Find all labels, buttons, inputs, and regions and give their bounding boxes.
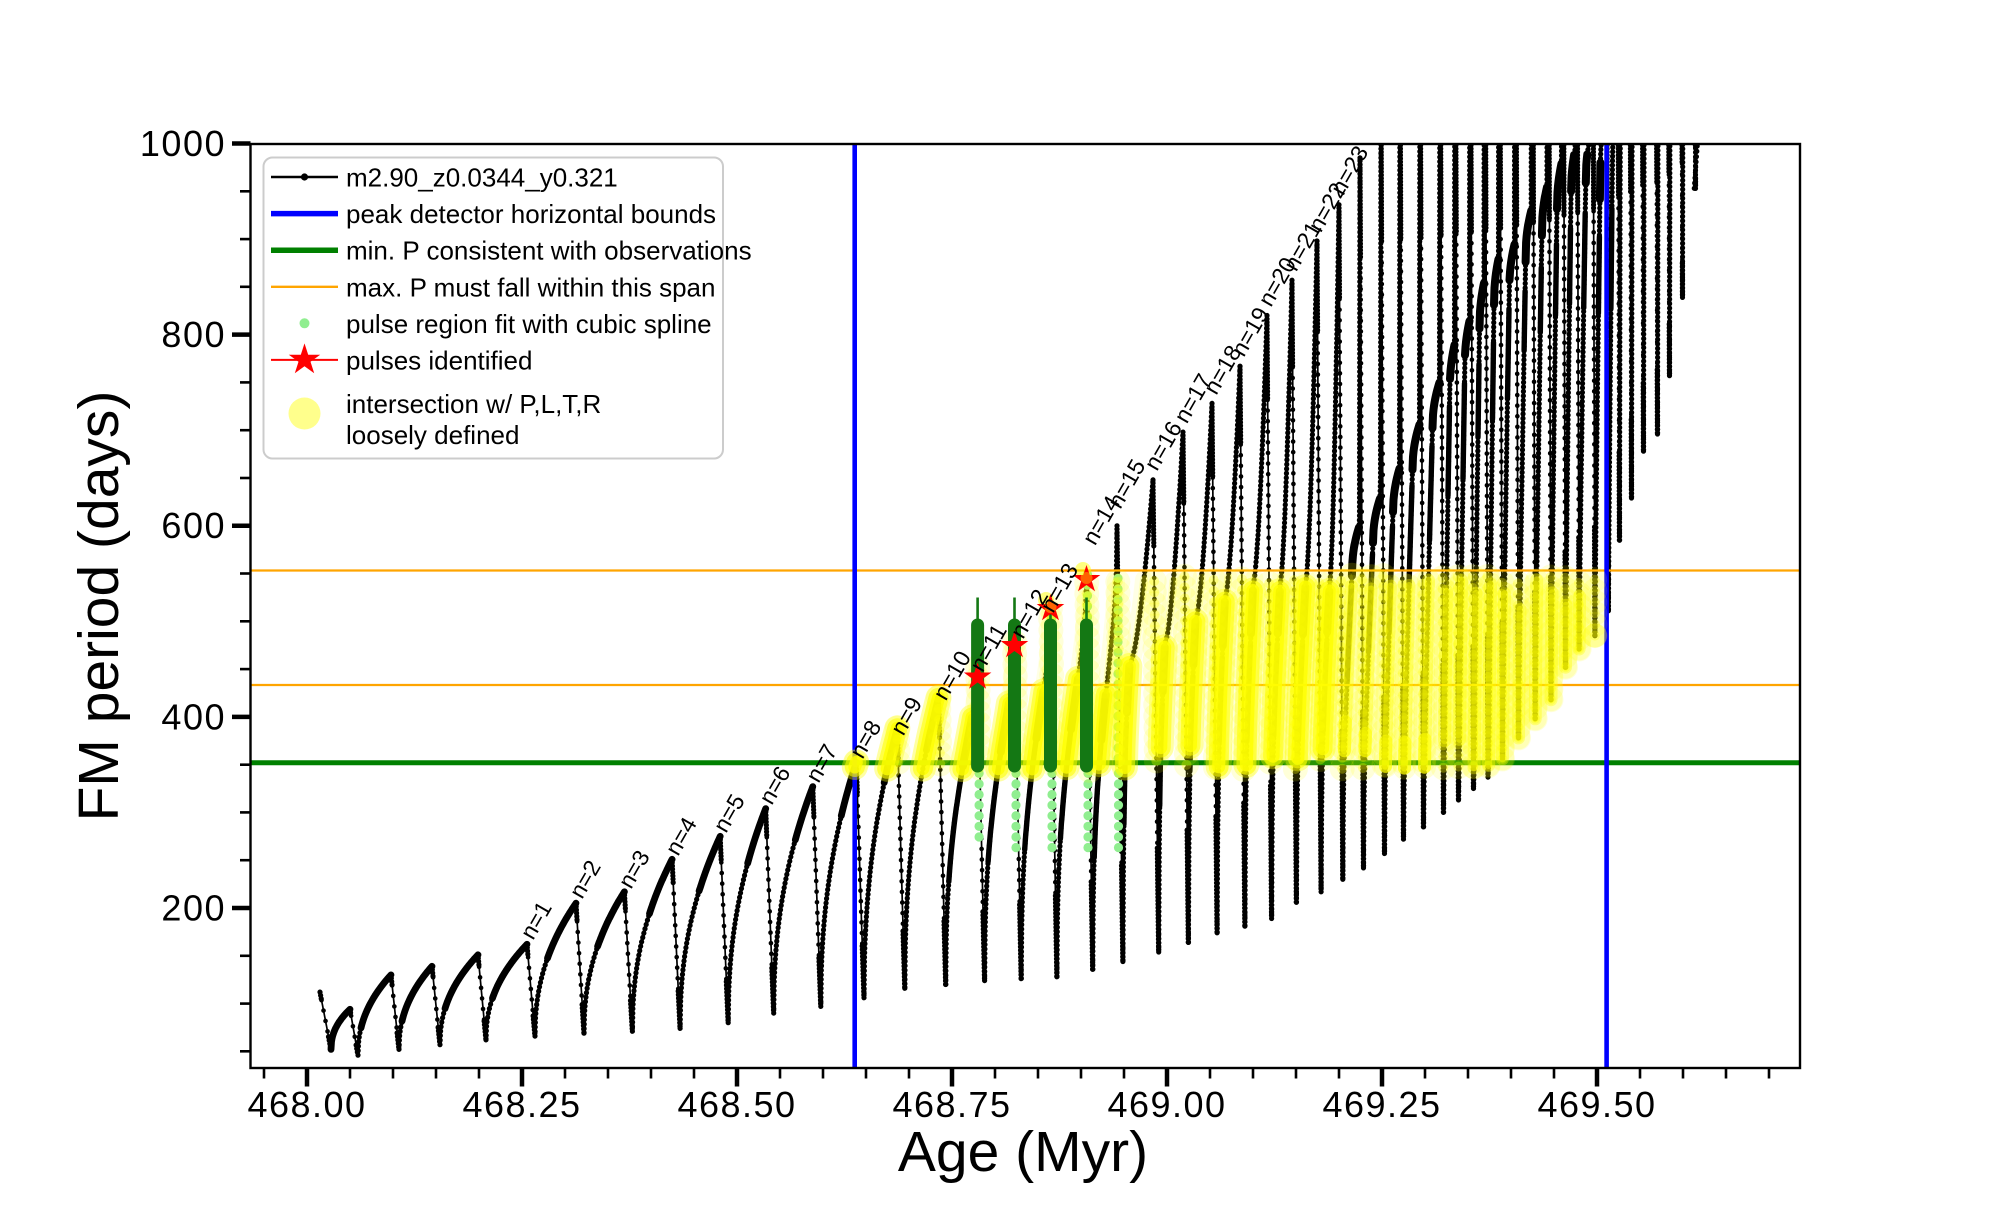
svg-text:max. P must fall within this s: max. P must fall within this span	[346, 272, 715, 302]
svg-text:pulses identified: pulses identified	[346, 345, 532, 375]
svg-text:peak detector horizontal bound: peak detector horizontal bounds	[346, 199, 716, 229]
svg-text:loosely defined: loosely defined	[346, 420, 519, 450]
svg-text:468.50: 468.50	[677, 1084, 796, 1125]
svg-text:468.75: 468.75	[892, 1084, 1011, 1125]
svg-text:468.25: 468.25	[462, 1084, 581, 1125]
svg-text:469.00: 469.00	[1107, 1084, 1226, 1125]
svg-text:FM period (days): FM period (days)	[67, 391, 131, 822]
svg-text:600: 600	[161, 505, 226, 546]
svg-text:400: 400	[161, 696, 226, 737]
svg-text:1000: 1000	[140, 123, 226, 164]
svg-text:469.25: 469.25	[1322, 1084, 1441, 1125]
svg-text:Age (Myr): Age (Myr)	[898, 1120, 1148, 1184]
svg-text:m2.90_z0.0344_y0.321: m2.90_z0.0344_y0.321	[346, 163, 618, 193]
svg-text:800: 800	[161, 314, 226, 355]
svg-text:468.00: 468.00	[247, 1084, 366, 1125]
svg-text:469.50: 469.50	[1537, 1084, 1656, 1125]
svg-text:min. P consistent with observa: min. P consistent with observations	[346, 236, 752, 266]
svg-text:200: 200	[161, 888, 226, 929]
svg-text:pulse region fit with cubic sp: pulse region fit with cubic spline	[346, 309, 712, 339]
svg-text:intersection w/ P,L,T,R: intersection w/ P,L,T,R	[346, 389, 601, 419]
